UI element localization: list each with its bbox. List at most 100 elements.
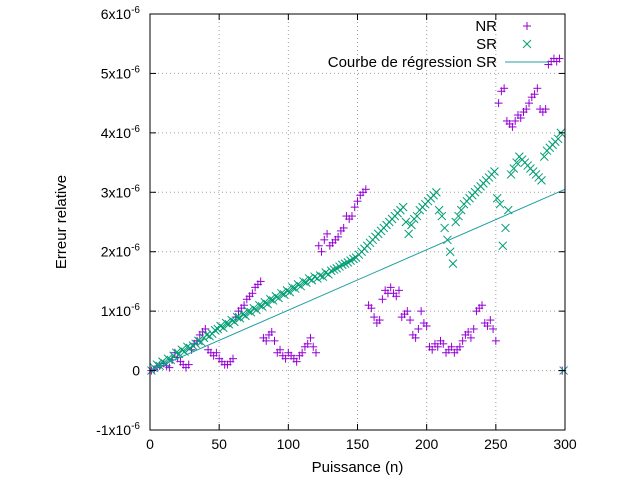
- data-point: [188, 341, 198, 350]
- data-point: [508, 122, 517, 131]
- data-point: [326, 266, 336, 276]
- data-point: [285, 287, 295, 297]
- data-point: [495, 199, 505, 209]
- data-point: [235, 313, 245, 323]
- legend-label: SR: [476, 36, 497, 53]
- data-point: [241, 311, 250, 321]
- data-point: [307, 275, 317, 285]
- data-point: [469, 324, 478, 333]
- data-point: [318, 272, 328, 282]
- data-point: [252, 305, 261, 315]
- data-point: [447, 342, 456, 351]
- legend-swatch: [523, 22, 531, 30]
- data-point: [260, 297, 270, 307]
- data-point: [304, 274, 314, 283]
- data-point: [451, 217, 461, 227]
- y-tick-label: 1x10-6: [101, 302, 141, 319]
- data-point: [478, 301, 486, 310]
- data-point: [194, 336, 203, 346]
- data-point: [490, 167, 499, 176]
- data-point: [279, 290, 289, 299]
- data-point: [201, 324, 210, 333]
- data-point: [511, 116, 520, 125]
- data-point: [303, 339, 312, 348]
- data-point: [392, 292, 401, 301]
- data-point: [448, 259, 458, 268]
- data-point: [298, 348, 307, 357]
- data-point: [207, 329, 217, 339]
- data-point: [501, 223, 510, 233]
- data-point: [337, 260, 347, 270]
- data-point: [439, 339, 448, 348]
- data-point: [270, 336, 279, 345]
- data-point: [440, 223, 450, 233]
- data-point: [553, 134, 563, 144]
- data-point: [243, 306, 253, 316]
- data-point: [522, 105, 531, 114]
- data-point: [500, 84, 509, 93]
- data-point: [509, 164, 519, 173]
- y-tick-label: 4x10-6: [101, 124, 141, 141]
- data-point: [271, 291, 281, 301]
- data-point: [395, 286, 403, 295]
- data-point: [314, 241, 323, 250]
- data-point: [276, 345, 285, 354]
- data-point: [334, 232, 343, 241]
- data-point: [422, 322, 431, 330]
- data-point: [216, 321, 225, 331]
- data-point: [288, 283, 297, 292]
- data-point: [414, 324, 423, 333]
- x-tick-label: 0: [146, 436, 154, 452]
- data-point: [386, 283, 395, 292]
- data-point: [221, 318, 231, 328]
- data-point: [428, 345, 437, 354]
- data-point: [343, 258, 353, 267]
- data-point: [406, 316, 415, 325]
- data-point: [525, 99, 534, 108]
- data-point: [281, 354, 290, 363]
- data-point: [533, 84, 542, 93]
- data-point: [306, 333, 315, 342]
- data-point: [431, 187, 441, 197]
- data-point: [267, 327, 276, 336]
- data-point: [539, 152, 549, 161]
- data-point: [321, 268, 331, 277]
- data-point: [494, 99, 503, 108]
- data-point: [340, 259, 350, 268]
- x-tick-label: 300: [553, 436, 577, 452]
- data-point: [417, 307, 426, 316]
- y-tick-label: 0: [132, 363, 140, 379]
- data-point: [212, 348, 221, 357]
- data-point: [437, 211, 447, 221]
- data-point: [218, 323, 228, 333]
- data-point: [152, 360, 162, 369]
- data-point: [317, 247, 326, 256]
- data-point: [229, 354, 237, 363]
- data-point: [332, 264, 342, 273]
- data-point: [265, 294, 275, 304]
- data-point: [165, 363, 174, 372]
- data-point: [486, 316, 495, 325]
- data-point: [353, 197, 362, 206]
- data-point: [248, 289, 257, 298]
- legend-item: SR: [476, 36, 532, 53]
- y-tick-label: 5x10-6: [101, 64, 141, 81]
- data-point: [347, 212, 356, 221]
- data-point: [309, 342, 318, 351]
- data-point: [456, 205, 466, 215]
- x-axis-title: Puissance (n): [312, 459, 404, 476]
- data-point: [256, 277, 265, 286]
- regression-line: [149, 188, 566, 372]
- data-point: [398, 202, 408, 212]
- data-point: [296, 281, 306, 291]
- data-point: [407, 220, 416, 230]
- data-point: [492, 193, 502, 203]
- data-point: [403, 307, 412, 316]
- data-point: [348, 254, 358, 264]
- data-point: [210, 325, 220, 335]
- data-point: [458, 336, 467, 345]
- data-point: [411, 333, 420, 342]
- data-point: [401, 217, 411, 227]
- data-point: [489, 324, 498, 333]
